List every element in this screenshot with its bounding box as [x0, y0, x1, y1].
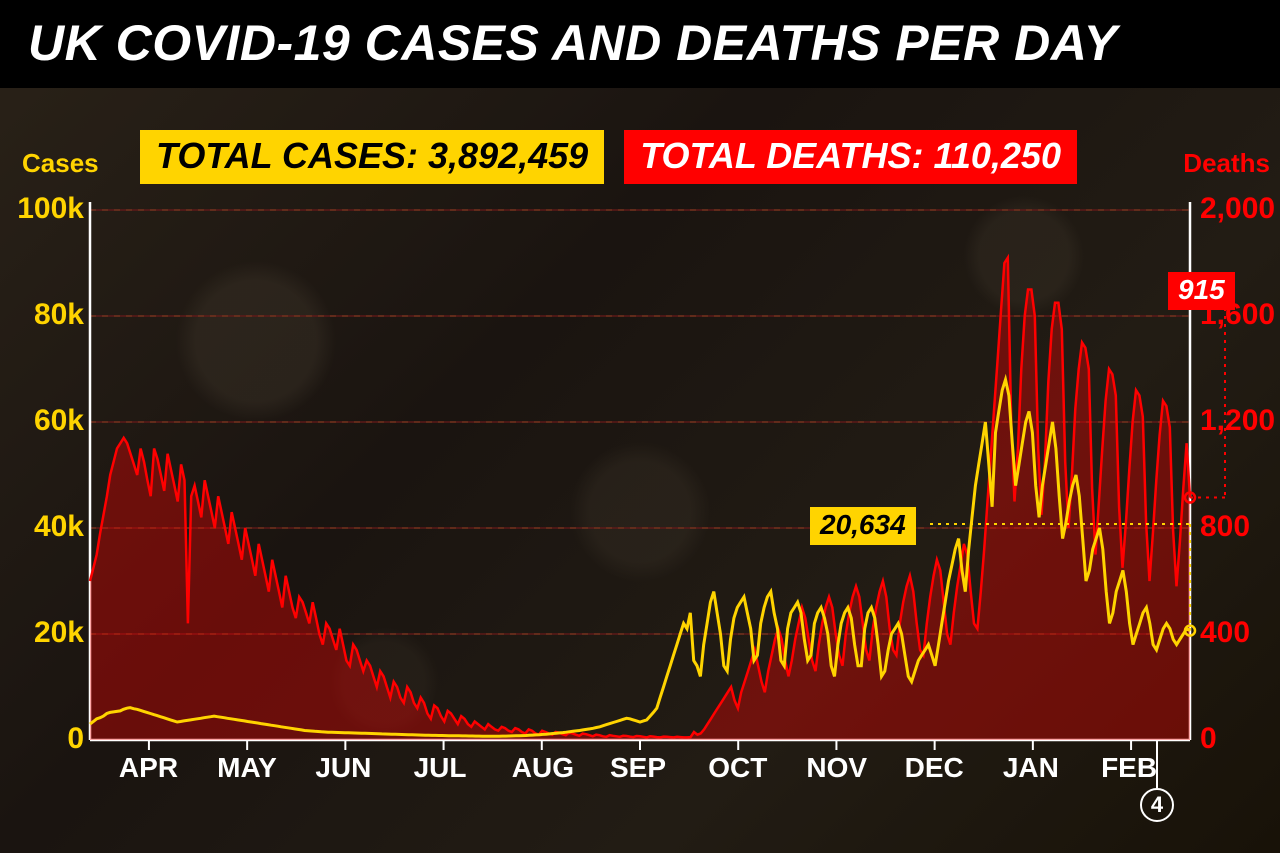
x-tick: JUL [414, 752, 467, 784]
y-right-tick: 800 [1200, 510, 1250, 544]
latest-deaths-callout: 915 [1168, 272, 1235, 310]
x-tick: DEC [905, 752, 964, 784]
x-tick: MAY [217, 752, 277, 784]
y-right-tick: 1,200 [1200, 404, 1275, 438]
y-left-tick: 60k [34, 404, 84, 438]
x-tick: JUN [315, 752, 371, 784]
latest-cases-callout: 20,634 [810, 507, 916, 545]
y-left-tick: 40k [34, 510, 84, 544]
x-tick: FEB [1101, 752, 1157, 784]
y-left-tick: 0 [67, 722, 84, 756]
x-tick: APR [119, 752, 178, 784]
y-right-tick: 400 [1200, 616, 1250, 650]
y-left-tick: 80k [34, 298, 84, 332]
y-right-tick: 0 [1200, 722, 1217, 756]
y-right-tick: 2,000 [1200, 192, 1275, 226]
x-tick: NOV [806, 752, 867, 784]
x-tick: AUG [512, 752, 574, 784]
x-tick: JAN [1003, 752, 1059, 784]
chart-svg [0, 0, 1280, 853]
y-left-tick: 100k [17, 192, 84, 226]
date-marker: 4 [1140, 788, 1174, 822]
x-tick: OCT [708, 752, 767, 784]
x-tick: SEP [610, 752, 666, 784]
y-left-tick: 20k [34, 616, 84, 650]
